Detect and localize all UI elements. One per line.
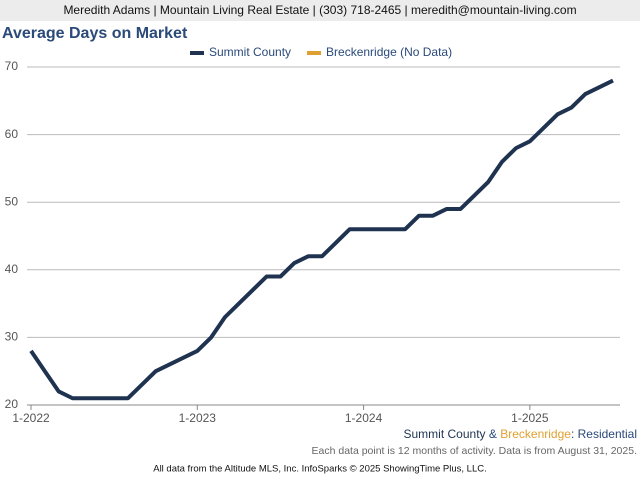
- footer-area2: Breckenridge: [500, 427, 571, 441]
- footer-and: &: [489, 427, 497, 441]
- footer: Summit County & Breckenridge: Residentia…: [404, 427, 638, 441]
- x-tick-label: 1-2024: [345, 411, 383, 425]
- line: [29, 78, 614, 401]
- note: Each data point is 12 months of activity…: [312, 445, 638, 457]
- x-tick-label: 1-2023: [179, 411, 217, 425]
- y-tick-label: 40: [5, 262, 19, 276]
- y-tick-label: 70: [5, 59, 19, 73]
- chart-title: Average Days on Market: [2, 25, 188, 42]
- y-tick-label: 50: [5, 194, 19, 208]
- y-tick-label: 30: [5, 330, 19, 344]
- source: All data from the Altitude MLS, Inc. Inf…: [153, 464, 487, 475]
- footer-area1: Summit County: [404, 427, 486, 441]
- legend-label: Summit County: [209, 45, 291, 59]
- x-tick-label: 1-2022: [12, 411, 50, 425]
- header-bar: [0, 0, 640, 21]
- legend-label: Breckenridge (No Data): [326, 45, 452, 59]
- header: Meredith Adams | Mountain Living Real Es…: [63, 3, 576, 17]
- y-tick-label: 60: [5, 127, 19, 141]
- footer-kind: : Residential: [571, 427, 637, 441]
- y-tick-label: 20: [5, 397, 19, 411]
- x-tick-label: 1-2025: [511, 411, 549, 425]
